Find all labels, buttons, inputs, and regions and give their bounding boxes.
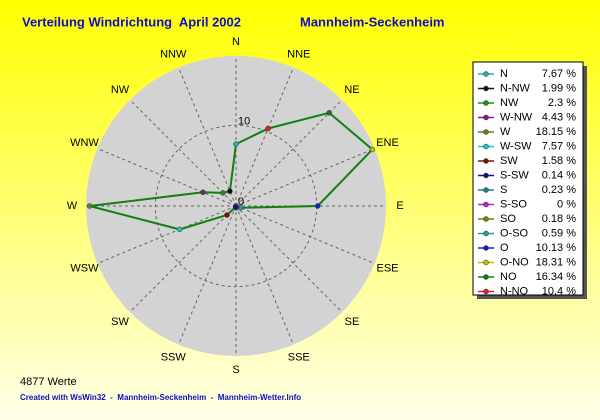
legend-marker bbox=[483, 114, 489, 121]
data-point bbox=[265, 125, 271, 132]
axis-label: WSW bbox=[70, 263, 99, 275]
spoke bbox=[235, 99, 343, 207]
data-point bbox=[220, 190, 226, 196]
axis-label: SW bbox=[111, 316, 129, 328]
note: 4877 Werte bbox=[20, 376, 77, 388]
legend-label: NO bbox=[500, 271, 517, 283]
spoke bbox=[97, 148, 237, 207]
legend-label: O-SO bbox=[500, 227, 529, 239]
legend-marker bbox=[483, 288, 489, 295]
legend bbox=[472, 61, 584, 296]
data-point bbox=[227, 188, 233, 194]
legend-value: 7.67 % bbox=[542, 68, 576, 80]
legend-value: 0.18 % bbox=[542, 213, 576, 225]
axis-label: W bbox=[67, 200, 78, 212]
axis-label: NE bbox=[344, 84, 359, 96]
legend-label: N-NW bbox=[500, 82, 531, 94]
legend-label: NW bbox=[500, 97, 519, 109]
axis-label: S bbox=[232, 364, 239, 376]
legend-marker bbox=[483, 274, 489, 280]
legend-marker bbox=[483, 71, 489, 77]
legend-value: 0 % bbox=[557, 198, 576, 210]
legend-label: W-SW bbox=[500, 140, 532, 152]
axis-label: ENE bbox=[376, 137, 399, 149]
legend-label: S-SW bbox=[500, 169, 529, 181]
legend-value: 0.23 % bbox=[542, 184, 576, 196]
spoke bbox=[235, 205, 294, 345]
axis-label: NW bbox=[111, 84, 130, 96]
data-point bbox=[224, 212, 230, 218]
legend-marker bbox=[483, 187, 489, 193]
legend-value: 2.3 % bbox=[548, 97, 576, 109]
legend-value: 16.34 % bbox=[536, 271, 577, 283]
axis-label: SSE bbox=[288, 351, 310, 363]
spoke bbox=[235, 205, 375, 264]
legend-marker bbox=[483, 143, 489, 150]
footer: Created with WsWin32 - Mannheim-Seckenhe… bbox=[20, 393, 301, 402]
legend-label: O-NO bbox=[500, 256, 529, 268]
axis-label: WNW bbox=[70, 137, 99, 149]
legend-marker bbox=[483, 100, 489, 106]
legend-value: 1.99 % bbox=[542, 82, 576, 94]
legend-value: 0.14 % bbox=[542, 169, 576, 181]
legend-value: 18.15 % bbox=[536, 126, 577, 138]
legend-label: W-NW bbox=[500, 111, 533, 123]
legend-label: SO bbox=[500, 213, 516, 225]
data-point bbox=[86, 203, 93, 209]
legend-value: 10.4 % bbox=[542, 285, 576, 297]
axis-label: SE bbox=[345, 316, 360, 328]
axis-label: NNW bbox=[160, 48, 187, 60]
legend-label: N-NO bbox=[500, 285, 529, 297]
data-point bbox=[200, 189, 206, 196]
chart-subtitle: Mannheim-Seckenheim bbox=[300, 14, 445, 29]
data-point bbox=[314, 203, 321, 209]
legend-label: N bbox=[500, 68, 508, 80]
legend-marker bbox=[483, 259, 489, 266]
axis-label: SSW bbox=[161, 351, 187, 363]
spoke bbox=[235, 67, 294, 207]
r-tick-label: 0 bbox=[238, 196, 244, 208]
legend-marker bbox=[483, 230, 489, 237]
legend-label: S bbox=[500, 184, 507, 196]
legend-marker bbox=[483, 172, 489, 179]
data-point bbox=[233, 141, 239, 147]
legend-value: 7.57 % bbox=[542, 140, 576, 152]
r-tick-label: 10 bbox=[238, 115, 250, 127]
legend-value: 18.31 % bbox=[536, 256, 577, 268]
legend-value: 10.13 % bbox=[536, 242, 577, 254]
legend-marker bbox=[483, 245, 489, 251]
legend-marker bbox=[483, 129, 489, 135]
spoke bbox=[235, 148, 375, 207]
data-point bbox=[326, 110, 332, 116]
chart-title: Verteilung Windrichtung April 2002 bbox=[22, 14, 241, 29]
legend-label: SW bbox=[500, 155, 518, 167]
legend-label: S-SO bbox=[500, 198, 527, 210]
data-point bbox=[176, 226, 183, 233]
spoke bbox=[129, 99, 237, 207]
axis-label: NNE bbox=[287, 48, 310, 60]
legend-label: O bbox=[500, 242, 509, 254]
legend-marker bbox=[483, 158, 489, 164]
axis-label: ESE bbox=[377, 263, 399, 275]
legend-marker bbox=[483, 85, 489, 92]
axis-label: E bbox=[396, 200, 403, 212]
data-point bbox=[232, 204, 239, 210]
legend-value: 0.59 % bbox=[542, 227, 576, 239]
legend-marker bbox=[483, 201, 489, 208]
legend-value: 1.58 % bbox=[542, 155, 576, 167]
data-point bbox=[369, 146, 376, 153]
spoke bbox=[178, 67, 237, 207]
spoke bbox=[235, 205, 343, 313]
spoke bbox=[129, 205, 237, 313]
legend-label: W bbox=[500, 126, 511, 138]
legend-marker bbox=[483, 216, 489, 222]
spoke bbox=[178, 205, 237, 345]
legend-value: 4.43 % bbox=[542, 111, 576, 123]
spoke bbox=[97, 205, 237, 264]
axis-label: N bbox=[232, 36, 240, 48]
